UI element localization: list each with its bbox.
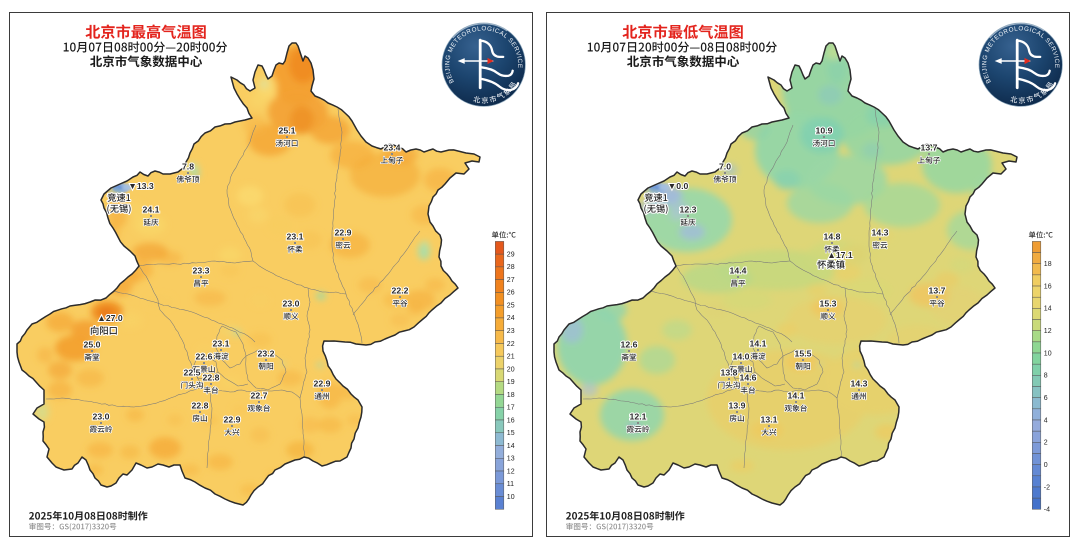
svg-text:24.1: 24.1 (143, 205, 160, 215)
svg-text:14.8: 14.8 (824, 232, 841, 242)
svg-text:13.7: 13.7 (929, 286, 946, 296)
svg-text:0: 0 (1044, 462, 1048, 469)
svg-text:▲27.0: ▲27.0 (97, 313, 123, 323)
svg-text:19: 19 (507, 379, 515, 386)
svg-text:2: 2 (1044, 440, 1048, 447)
svg-text:18: 18 (1044, 261, 1052, 268)
svg-text:24: 24 (507, 315, 515, 322)
svg-text:22.8: 22.8 (192, 401, 209, 411)
svg-text:28: 28 (507, 264, 515, 271)
svg-text:14.1: 14.1 (750, 339, 767, 349)
svg-text:8: 8 (1044, 373, 1048, 380)
svg-text:12: 12 (1044, 328, 1052, 335)
svg-text:14.0: 14.0 (733, 352, 750, 362)
svg-text:12.3: 12.3 (680, 205, 697, 215)
svg-text:14.6: 14.6 (740, 373, 757, 383)
svg-text:20: 20 (507, 366, 515, 373)
svg-text:12.6: 12.6 (621, 340, 638, 350)
svg-text:15: 15 (507, 430, 515, 437)
svg-text:13.8: 13.8 (721, 368, 738, 378)
svg-text:13.9: 13.9 (729, 401, 746, 411)
svg-text:-2: -2 (1044, 484, 1050, 491)
svg-text:23.0: 23.0 (93, 412, 110, 422)
svg-text:10: 10 (1044, 350, 1052, 357)
svg-text:6: 6 (1044, 395, 1048, 402)
svg-text:22.9: 22.9 (314, 379, 331, 389)
svg-text:15.3: 15.3 (820, 299, 837, 309)
svg-text:22.9: 22.9 (335, 228, 352, 238)
svg-text:23.1: 23.1 (287, 232, 304, 242)
svg-text:22.9: 22.9 (224, 415, 241, 425)
svg-text:14.1: 14.1 (788, 391, 805, 401)
svg-text:23.1: 23.1 (213, 339, 230, 349)
svg-text:▼0.0: ▼0.0 (668, 181, 689, 191)
svg-text:21: 21 (507, 354, 515, 361)
svg-text:22.8: 22.8 (203, 373, 220, 383)
svg-text:14: 14 (1044, 306, 1052, 313)
svg-text:12: 12 (507, 468, 515, 475)
svg-text:7.0: 7.0 (719, 162, 731, 172)
svg-text:12.1: 12.1 (630, 412, 647, 422)
svg-text:23.4: 23.4 (384, 143, 401, 153)
svg-text:14.3: 14.3 (851, 379, 868, 389)
svg-text:26: 26 (507, 290, 515, 297)
svg-text:17: 17 (507, 405, 515, 412)
svg-text:13.1: 13.1 (761, 415, 778, 425)
svg-text:18: 18 (507, 392, 515, 399)
svg-text:14: 14 (507, 443, 515, 450)
svg-text:15.5: 15.5 (795, 349, 812, 359)
svg-text:4: 4 (1044, 417, 1048, 424)
svg-text:16: 16 (1044, 283, 1052, 290)
svg-text:23.3: 23.3 (193, 266, 210, 276)
svg-text:22.7: 22.7 (251, 391, 268, 401)
svg-text:13.7: 13.7 (921, 143, 938, 153)
svg-text:14.4: 14.4 (730, 266, 747, 276)
svg-text:22.6: 22.6 (196, 352, 213, 362)
svg-text:11: 11 (507, 481, 514, 488)
svg-text:29: 29 (507, 252, 515, 259)
svg-text:23: 23 (507, 328, 515, 335)
svg-text:10.9: 10.9 (816, 126, 833, 136)
svg-text:23.0: 23.0 (283, 299, 300, 309)
svg-text:7.8: 7.8 (182, 162, 194, 172)
svg-text:13: 13 (507, 456, 515, 463)
svg-text:25: 25 (507, 303, 515, 310)
svg-text:23.2: 23.2 (258, 349, 275, 359)
svg-text:25.0: 25.0 (84, 340, 101, 350)
svg-text:22: 22 (507, 341, 515, 348)
svg-text:27: 27 (507, 277, 515, 284)
svg-text:22.2: 22.2 (392, 286, 409, 296)
svg-text:-4: -4 (1044, 507, 1050, 514)
svg-text:▲17.1: ▲17.1 (827, 250, 853, 260)
svg-text:22.5: 22.5 (184, 368, 201, 378)
svg-text:▼13.3: ▼13.3 (128, 181, 154, 191)
svg-text:25.1: 25.1 (279, 126, 296, 136)
svg-text:14.3: 14.3 (872, 228, 889, 238)
svg-text:16: 16 (507, 417, 515, 424)
svg-text:10: 10 (507, 494, 515, 501)
